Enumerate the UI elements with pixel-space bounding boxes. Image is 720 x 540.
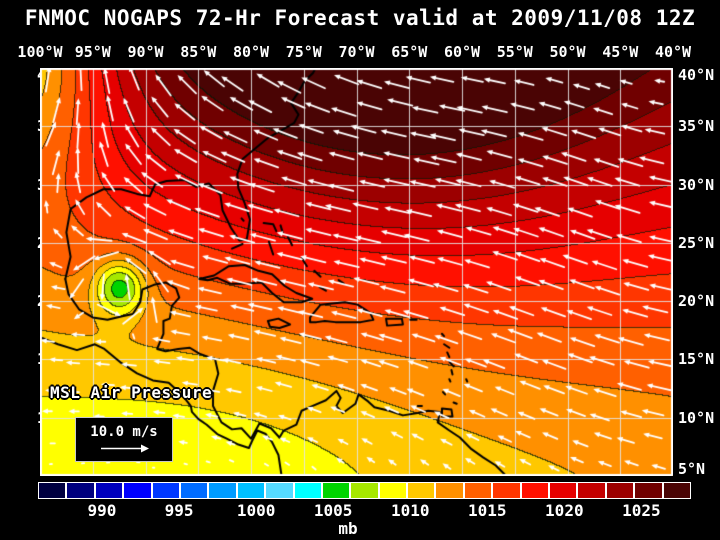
lon-label: 55°W [496,43,533,61]
colorbar-cell [350,482,379,499]
lon-label: 90°W [127,43,164,61]
lon-label: 50°W [549,43,586,61]
colorbar-tick: 1020 [545,501,584,520]
lon-label: 65°W [391,43,428,61]
lat-label: 20°N [678,292,715,311]
lon-label: 75°W [285,43,322,61]
lat-label: 10°N [678,408,715,427]
colorbar-tick: 995 [164,501,194,520]
colorbar-cell [577,482,606,499]
colorbar-cell [66,482,95,499]
colorbar-tick: 1025 [622,501,661,520]
colorbar-cell [463,482,493,499]
colorbar-cell [662,482,691,499]
lon-label: 70°W [338,43,375,61]
wind-scale-legend: 10.0 m/s [75,417,173,462]
wind-scale-arrow-icon [101,444,149,453]
colorbar-cell [407,482,436,499]
pressure-colorbar [38,482,691,499]
lat-label: 30°N [678,175,715,194]
colorbar-tick: 1005 [313,501,353,520]
wind-scale-value: 10.0 m/s [90,424,158,440]
lon-label: 85°W [180,43,217,61]
lat-label: 35°N [678,117,715,136]
lon-label: 80°W [232,43,270,61]
lon-label: 60°W [443,43,481,61]
colorbar-cell [94,482,124,499]
map-area [40,68,673,476]
colorbar-cell [265,482,294,499]
lon-label: 100°W [17,43,63,61]
lon-label: 95°W [74,43,111,61]
latitude-axis-right: 40°N 35°N 30°N 25°N 20°N 15°N 10°N 5°N [678,66,720,478]
colorbar-tick: 1000 [236,501,276,520]
lon-label: 40°W [654,43,692,61]
lat-label: 5°N [678,460,706,478]
lat-label: 25°N [678,233,715,252]
field-name-label: MSL Air Pressure [50,383,213,402]
colorbar-cell [151,482,180,499]
colorbar-cell [236,482,266,499]
pressure-map-canvas [40,68,673,476]
colorbar-cell [492,482,521,499]
colorbar-tick-labels: 990 995 1000 1005 1010 1015 1020 1025 [38,501,691,520]
colorbar-cell [549,482,578,499]
latitude-axis-left: 40°N35°N30°N25°N20°N15°N10°N5°N [1,66,73,478]
colorbar-cell [179,482,209,499]
longitude-axis-top: 100°W 95°W 90°W 85°W 80°W 75°W 70°W 65°W 60°W 55°… [17,43,691,61]
colorbar-unit-label: mb [338,519,358,538]
colorbar-cell [605,482,635,499]
lat-label: 15°N [678,350,715,369]
page-title: FNMOC NOGAPS 72-Hr Forecast valid at 200… [24,6,696,30]
colorbar-cell [435,482,464,499]
colorbar-tick: 1015 [467,501,507,520]
colorbar-cell [520,482,550,499]
colorbar-tick: 990 [87,501,117,520]
colorbar-cell [378,482,408,499]
colorbar-tick: 1010 [390,501,430,520]
colorbar-cell [123,482,152,499]
colorbar-cell [38,482,67,499]
colorbar-cell [293,482,322,499]
colorbar-cell [321,482,351,499]
lat-label: 40°N [678,66,715,84]
colorbar-cell [208,482,237,499]
colorbar-cell [634,482,663,499]
lon-label: 45°W [602,43,639,61]
